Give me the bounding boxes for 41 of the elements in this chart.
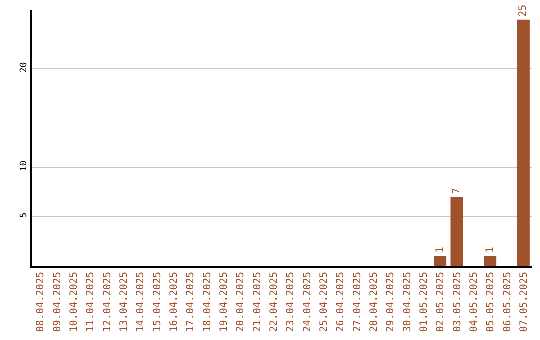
x-tick-label: 18.04.2025 bbox=[202, 272, 214, 332]
x-tick-label: 22.04.2025 bbox=[268, 272, 280, 332]
y-tick-label: 5 bbox=[19, 212, 30, 218]
x-tick-label: 09.04.2025 bbox=[52, 272, 64, 332]
x-tick-label: 13.04.2025 bbox=[118, 272, 130, 332]
data-label: 7 bbox=[452, 188, 462, 194]
x-tick-label: 25.04.2025 bbox=[318, 272, 330, 332]
x-tick-label: 26.04.2025 bbox=[336, 272, 347, 332]
x-tick-label: 03.05.2025 bbox=[452, 272, 464, 332]
x-tick-label: 29.04.2025 bbox=[386, 272, 397, 332]
x-tick-label: 27.04.2025 bbox=[352, 272, 364, 332]
x-tick-label: 20.04.2025 bbox=[236, 272, 247, 332]
x-tick-label: 24.04.2025 bbox=[302, 272, 314, 332]
bar bbox=[450, 197, 464, 266]
y-tick-label: 20 bbox=[19, 62, 30, 74]
x-tick-label: 30.04.2025 bbox=[402, 272, 414, 332]
x-tick-label: 21.04.2025 bbox=[252, 272, 264, 332]
x-tick-label: 02.05.2025 bbox=[436, 272, 447, 332]
bar bbox=[517, 20, 530, 266]
x-tick-label: 07.05.2025 bbox=[518, 272, 530, 332]
y-tick-label: 10 bbox=[19, 160, 30, 172]
x-tick-label: 10.04.2025 bbox=[68, 272, 80, 332]
x-tick-label: 06.05.2025 bbox=[502, 272, 514, 332]
x-tick-label: 28.04.2025 bbox=[368, 272, 380, 332]
x-tick-label: 01.05.2025 bbox=[418, 272, 430, 332]
data-label: 1 bbox=[434, 247, 446, 254]
x-tick-label: 05.05.2025 bbox=[486, 272, 497, 332]
x-tick-label: 23.04.2025 bbox=[286, 272, 297, 332]
x-tick-label: 12.04.2025 bbox=[102, 272, 114, 332]
x-tick-label: 17.04.2025 bbox=[186, 272, 197, 332]
x-tick-label: 11.04.2025 bbox=[86, 272, 97, 332]
x-tick-label: 19.04.2025 bbox=[218, 272, 230, 332]
x-tick-label: 15.04.2025 bbox=[152, 272, 164, 332]
bar bbox=[484, 256, 497, 266]
bar bbox=[434, 256, 447, 266]
x-tick-label: 04.05.2025 bbox=[468, 272, 480, 332]
x-tick-label: 14.04.2025 bbox=[136, 272, 147, 332]
data-label: 1 bbox=[484, 247, 496, 254]
x-tick-label: 08.04.2025 bbox=[36, 272, 47, 332]
x-tick-label: 16.04.2025 bbox=[168, 272, 180, 332]
data-label: 25 bbox=[518, 4, 530, 17]
